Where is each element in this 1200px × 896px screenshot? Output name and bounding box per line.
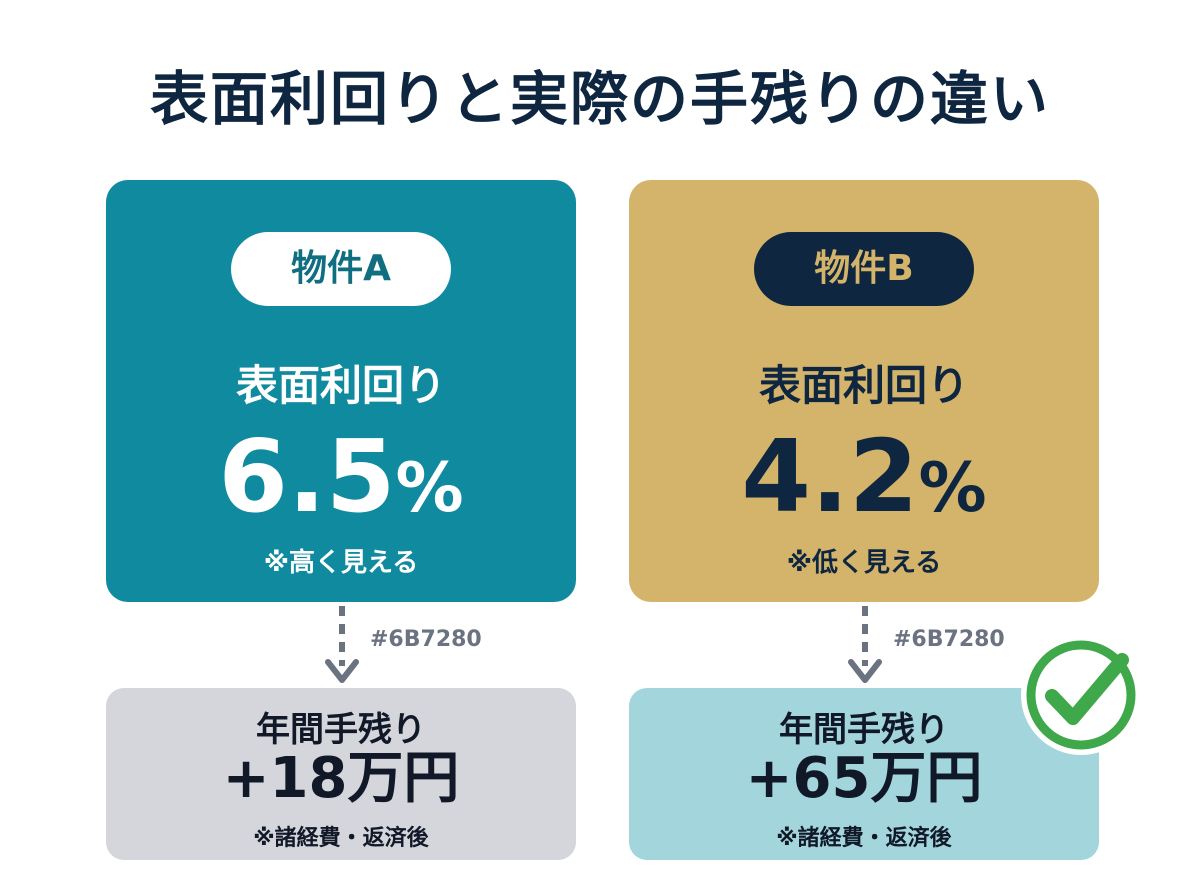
dashed-arrow-down-icon (325, 606, 359, 683)
property-b-result-value: +65万円 (745, 746, 983, 811)
property-a-result-label: 年間手残り (256, 710, 426, 750)
property-a-result-box: 年間手残り +18万円 ※諸経費・返済後 (106, 688, 576, 860)
property-b-result-note: ※諸経費・返済後 (776, 826, 952, 851)
property-b-yield-label: 表面利回り (758, 361, 969, 410)
property-a-card: 物件A 表面利回り 6.5% ※高く見える (106, 180, 576, 602)
property-a-result-note: ※諸経費・返済後 (253, 826, 429, 851)
property-a-badge: 物件A (231, 232, 451, 306)
property-a-result-value: +18万円 (222, 746, 460, 811)
property-b-connector-label: #6B7280 (893, 627, 1005, 652)
dashed-arrow-down-icon (848, 606, 882, 683)
property-b-yield-value: 4.2% (629, 422, 1099, 544)
property-a-yield-value: 6.5% (106, 422, 576, 544)
page-title: 表面利回りと実際の手残りの違い (149, 65, 1050, 133)
check-circle-icon (1021, 635, 1141, 755)
property-b-yield-unit: % (918, 449, 987, 528)
property-b-yield-number: 4.2 (741, 418, 919, 535)
property-b-yield-note: ※低く見える (786, 548, 942, 578)
property-b-card: 物件B 表面利回り 4.2% ※低く見える (629, 180, 1099, 602)
property-a-yield-label: 表面利回り (235, 361, 446, 410)
property-a-yield-number: 6.5 (218, 418, 396, 535)
property-a-yield-unit: % (395, 449, 464, 528)
property-a-connector-label: #6B7280 (370, 627, 482, 652)
property-b-result-box: 年間手残り +65万円 ※諸経費・返済後 (629, 688, 1099, 860)
property-b-result-label: 年間手残り (779, 710, 949, 750)
property-b-badge: 物件B (754, 232, 974, 306)
property-a-yield-note: ※高く見える (263, 548, 419, 578)
